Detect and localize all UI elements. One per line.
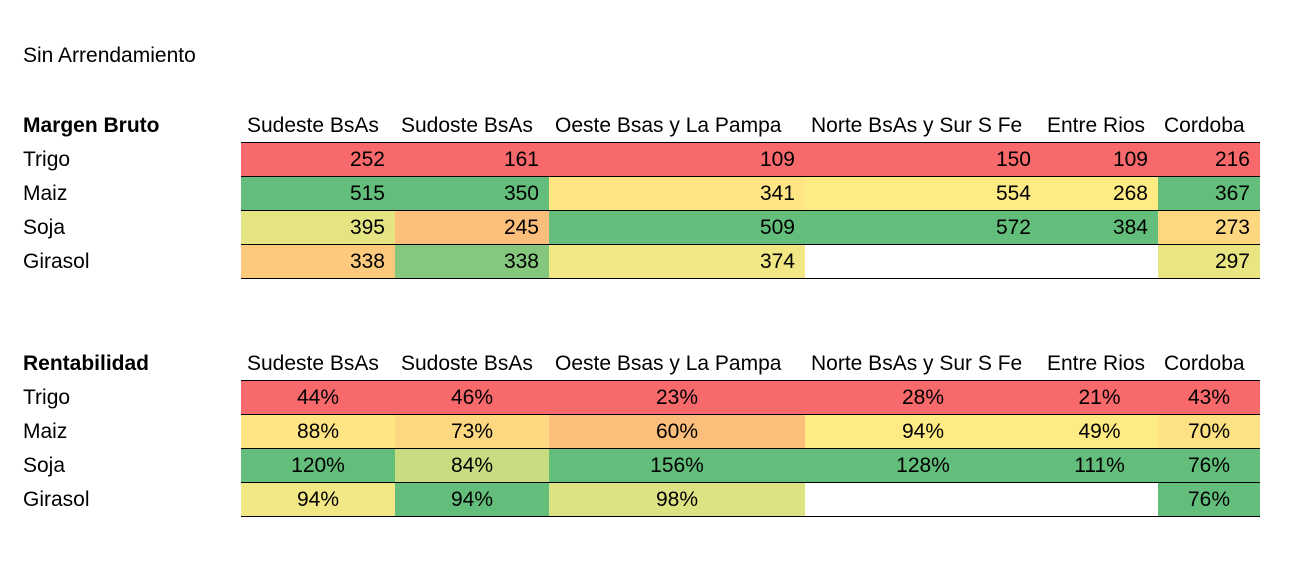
table-cell: 350 bbox=[395, 177, 549, 211]
row-label: Girasol bbox=[23, 250, 90, 273]
table-cell: 572 bbox=[805, 211, 1041, 245]
table-cell: 94% bbox=[241, 483, 395, 517]
table-cell: 252 bbox=[241, 143, 395, 177]
column-header: Sudeste BsAs bbox=[241, 347, 395, 381]
column-header: Sudeste BsAs bbox=[241, 109, 395, 143]
table-cell: 28% bbox=[805, 381, 1041, 415]
table-cell: 395 bbox=[241, 211, 395, 245]
table-row: Trigo 44% 46% 23% 28% 21% 43% bbox=[0, 381, 1305, 415]
table-cell: 109 bbox=[549, 143, 805, 177]
column-header: Sudoste BsAs bbox=[395, 347, 549, 381]
table-cell: 216 bbox=[1158, 143, 1260, 177]
row-label: Trigo bbox=[23, 386, 71, 409]
table-cell: 60% bbox=[549, 415, 805, 449]
table-cell: 161 bbox=[395, 143, 549, 177]
table-heading: Rentabilidad bbox=[23, 352, 150, 375]
table-cell: 46% bbox=[395, 381, 549, 415]
column-header: Cordoba bbox=[1158, 347, 1260, 381]
table-row: Girasol 94% 94% 98% 76% bbox=[0, 483, 1305, 517]
row-label: Trigo bbox=[23, 148, 71, 171]
row-label: Maiz bbox=[23, 182, 68, 205]
margen-bruto-table: Margen Bruto Sudeste BsAs Sudoste BsAs O… bbox=[0, 109, 1305, 279]
table-heading: Margen Bruto bbox=[23, 114, 160, 137]
table-cell: 338 bbox=[395, 245, 549, 279]
table-cell: 374 bbox=[549, 245, 805, 279]
table-cell: 338 bbox=[241, 245, 395, 279]
table-cell: 21% bbox=[1041, 381, 1158, 415]
table-cell: 150 bbox=[805, 143, 1041, 177]
table-cell: 554 bbox=[805, 177, 1041, 211]
table-cell bbox=[805, 245, 1041, 279]
table-cell: 297 bbox=[1158, 245, 1260, 279]
table-cell: 111% bbox=[1041, 449, 1158, 483]
row-label: Soja bbox=[23, 216, 66, 239]
table-cell: 94% bbox=[805, 415, 1041, 449]
table-cell: 49% bbox=[1041, 415, 1158, 449]
table-header-row: Margen Bruto Sudeste BsAs Sudoste BsAs O… bbox=[0, 109, 1305, 143]
column-header: Norte BsAs y Sur S Fe bbox=[805, 347, 1041, 381]
column-header: Sudoste BsAs bbox=[395, 109, 549, 143]
row-label: Soja bbox=[23, 454, 66, 477]
table-cell: 88% bbox=[241, 415, 395, 449]
column-header: Norte BsAs y Sur S Fe bbox=[805, 109, 1041, 143]
table-cell: 245 bbox=[395, 211, 549, 245]
table-cell: 384 bbox=[1041, 211, 1158, 245]
table-cell: 23% bbox=[549, 381, 805, 415]
table-row: Girasol 338 338 374 297 bbox=[0, 245, 1305, 279]
table-cell bbox=[1041, 483, 1158, 517]
table-cell: 120% bbox=[241, 449, 395, 483]
table-row: Maiz 88% 73% 60% 94% 49% 70% bbox=[0, 415, 1305, 449]
table-cell: 44% bbox=[241, 381, 395, 415]
table-cell: 341 bbox=[549, 177, 805, 211]
table-row: Soja 395 245 509 572 384 273 bbox=[0, 211, 1305, 245]
table-cell: 268 bbox=[1041, 177, 1158, 211]
rentabilidad-table: Rentabilidad Sudeste BsAs Sudoste BsAs O… bbox=[0, 347, 1305, 517]
column-header: Entre Rios bbox=[1041, 347, 1158, 381]
table-cell: 109 bbox=[1041, 143, 1158, 177]
table-row: Soja 120% 84% 156% 128% 111% 76% bbox=[0, 449, 1305, 483]
table-row: Trigo 252 161 109 150 109 216 bbox=[0, 143, 1305, 177]
page-title: Sin Arrendamiento bbox=[23, 44, 196, 67]
table-cell: 273 bbox=[1158, 211, 1260, 245]
table-header-row: Rentabilidad Sudeste BsAs Sudoste BsAs O… bbox=[0, 347, 1305, 381]
table-cell: 509 bbox=[549, 211, 805, 245]
column-header: Cordoba bbox=[1158, 109, 1260, 143]
column-header: Oeste Bsas y La Pampa bbox=[549, 109, 805, 143]
table-cell: 156% bbox=[549, 449, 805, 483]
table-cell bbox=[1041, 245, 1158, 279]
table-cell bbox=[805, 483, 1041, 517]
table-cell: 98% bbox=[549, 483, 805, 517]
column-header: Oeste Bsas y La Pampa bbox=[549, 347, 805, 381]
table-cell: 76% bbox=[1158, 449, 1260, 483]
row-label: Girasol bbox=[23, 488, 90, 511]
table-cell: 73% bbox=[395, 415, 549, 449]
table-row: Maiz 515 350 341 554 268 367 bbox=[0, 177, 1305, 211]
table-cell: 84% bbox=[395, 449, 549, 483]
table-cell: 76% bbox=[1158, 483, 1260, 517]
table-cell: 43% bbox=[1158, 381, 1260, 415]
column-header: Entre Rios bbox=[1041, 109, 1158, 143]
row-label: Maiz bbox=[23, 420, 68, 443]
table-cell: 70% bbox=[1158, 415, 1260, 449]
table-cell: 515 bbox=[241, 177, 395, 211]
table-cell: 367 bbox=[1158, 177, 1260, 211]
table-cell: 94% bbox=[395, 483, 549, 517]
table-cell: 128% bbox=[805, 449, 1041, 483]
